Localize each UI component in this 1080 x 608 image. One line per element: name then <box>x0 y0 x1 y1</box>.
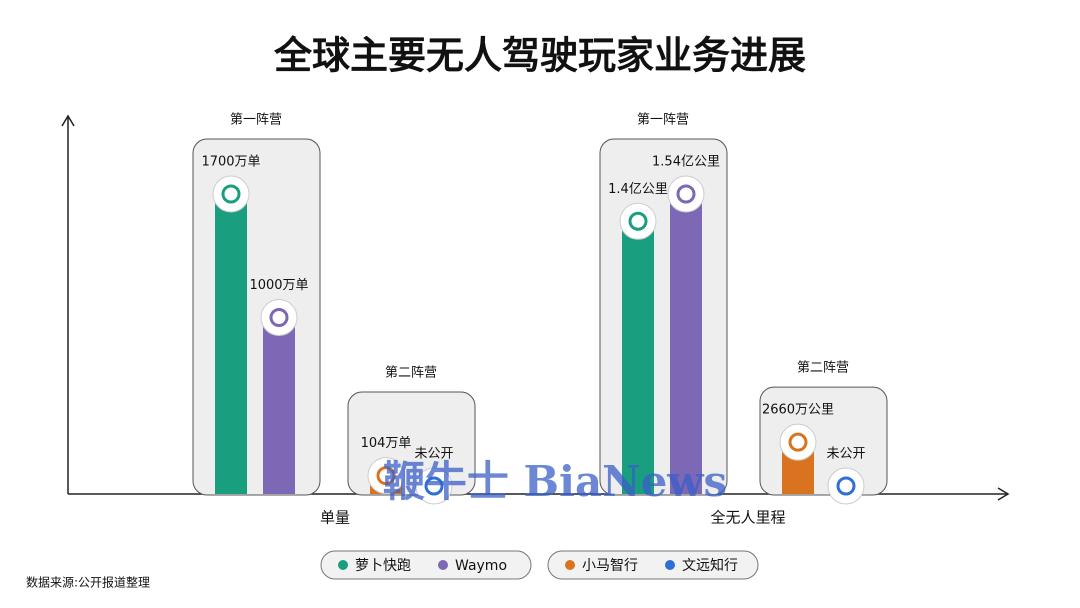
value-label: 1700万单 <box>201 155 260 170</box>
logo <box>779 423 817 461</box>
y-arrow <box>61 114 75 127</box>
logo <box>667 175 705 213</box>
logo-dot <box>269 308 289 328</box>
bar <box>215 194 247 494</box>
tier-label: 第一阵营 <box>230 113 282 128</box>
logo <box>619 202 657 240</box>
legend-label: 文远知行 <box>682 557 738 574</box>
bar <box>622 221 654 495</box>
legend-label: Waymo <box>455 558 507 574</box>
legend-box <box>320 550 532 580</box>
logo <box>212 175 250 213</box>
logo-dot <box>836 476 856 496</box>
x-arrow <box>997 487 1010 501</box>
logo <box>415 467 453 505</box>
logo-dot <box>628 211 648 231</box>
legend-label: 小马智行 <box>582 558 638 574</box>
logo-dot <box>221 184 241 204</box>
bar <box>263 317 295 494</box>
logo <box>827 467 865 505</box>
source: 数据来源:公开报道整理 <box>26 575 150 590</box>
value-label: 1.4亿公里 <box>608 182 668 197</box>
legend-swatch <box>565 560 575 570</box>
value-label: 1000万单 <box>249 278 308 293</box>
legend-box <box>547 550 759 580</box>
tier-box <box>192 138 321 496</box>
chart-title: 全球主要无人驾驶玩家业务进展 <box>273 34 806 78</box>
logo-dot <box>788 432 808 452</box>
group-label: 全无人里程 <box>710 509 785 527</box>
value-label: 未公开 <box>414 447 453 462</box>
legend-swatch <box>665 560 675 570</box>
logo <box>367 457 405 495</box>
legend-label: 萝卜快跑 <box>355 558 411 574</box>
tier-label: 第二阵营 <box>797 361 849 376</box>
value-label: 2660万公里 <box>762 403 834 418</box>
value-label: 104万单 <box>361 436 412 451</box>
logo-dot <box>676 184 696 204</box>
legend-swatch <box>338 560 348 570</box>
tier-label: 第一阵营 <box>637 113 689 128</box>
logo-dot <box>424 476 444 496</box>
watermark: 鞭牛士 BiaNews <box>383 457 727 506</box>
group-label: 单量 <box>320 509 350 527</box>
legend-swatch <box>438 560 448 570</box>
bar <box>670 194 702 494</box>
logo-dot <box>376 466 396 486</box>
logo <box>260 299 298 337</box>
tier-label: 第二阵营 <box>385 366 437 381</box>
value-label: 1.54亿公里 <box>652 155 720 170</box>
value-label: 未公开 <box>826 447 865 462</box>
